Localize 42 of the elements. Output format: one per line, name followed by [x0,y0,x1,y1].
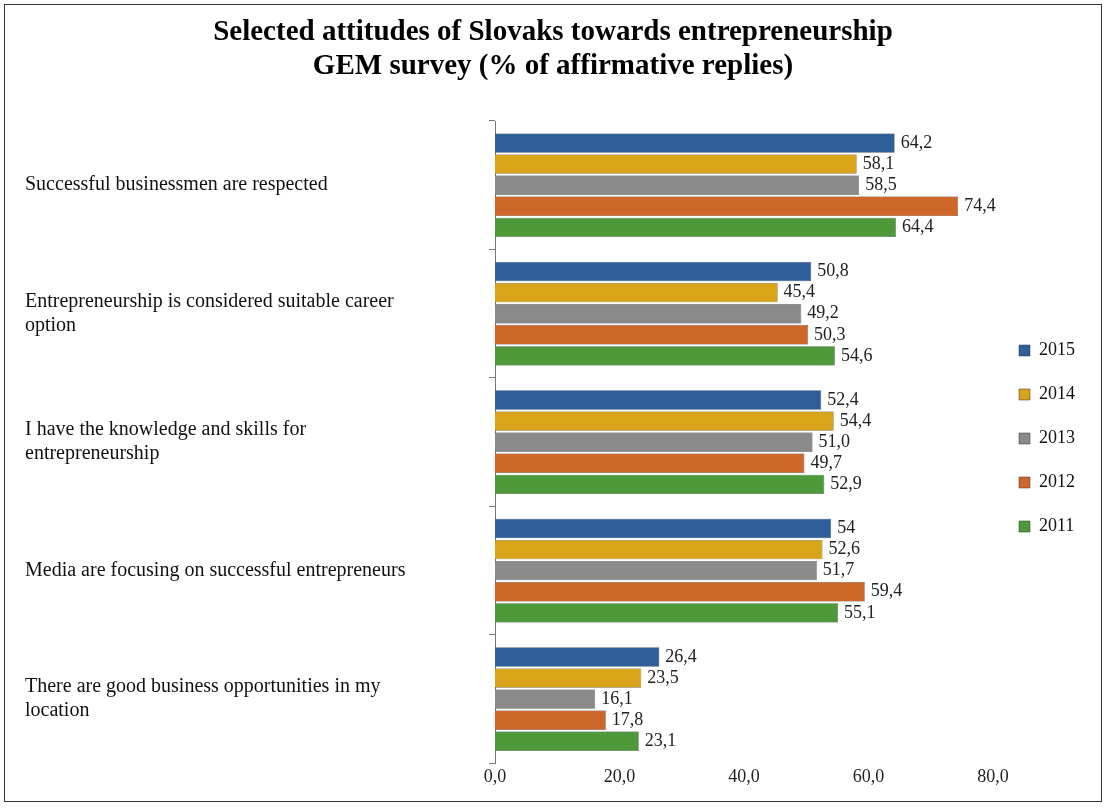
x-tick-label: 20,0 [603,765,636,786]
data-label: 51,7 [822,559,855,580]
data-label: 51,0 [818,430,850,451]
data-label: 52,4 [827,388,859,409]
legend-label: 2013 [1039,427,1075,448]
x-tick-label: 0,0 [483,765,507,786]
data-label: 59,4 [870,580,903,601]
data-label: 52,9 [830,473,862,494]
legend-label: 2015 [1039,339,1075,360]
legend-label: 2011 [1039,515,1075,536]
data-label: 55,1 [844,601,876,622]
data-label: 74,4 [964,195,996,216]
y-tick-label: There are good business opportunities in my location [25,674,381,721]
y-tick-label: Successful businessmen are respected [25,172,328,196]
data-label: 23,1 [644,730,677,751]
data-label: 64,2 [900,131,933,152]
x-tick-label: 60,0 [852,765,885,786]
data-label: 52,6 [828,538,860,559]
data-label: 50,8 [817,260,849,281]
chart-subtitle: GEM survey (% of affirmative replies) [311,47,795,81]
data-label: 58,1 [862,152,895,173]
y-tick-label: Entrepreneurship is considered suitable career option [25,288,395,336]
data-label: 26,4 [665,645,697,666]
x-tick-label: 80,0 [977,765,1009,786]
data-label: 23,5 [647,666,679,687]
data-label: 50,3 [814,323,846,344]
legend-label: 2014 [1039,383,1075,404]
data-label: 64,4 [901,216,934,237]
chart-title: Selected attitudes of Slovaks towards entrepreneurship [212,13,894,47]
data-label: 49,7 [810,452,842,473]
x-tick-label: 40,0 [728,765,760,786]
legend-label: 2012 [1039,471,1075,492]
data-label: 16,1 [601,687,633,708]
data-label: 45,4 [783,281,816,302]
data-label: 54,4 [839,409,872,430]
data-label: 49,2 [807,302,839,323]
data-label: 58,5 [865,173,897,194]
data-label: 54,6 [840,344,873,365]
data-label: 54 [837,517,856,538]
data-label: 17,8 [611,708,644,729]
y-tick-label: Media are focusing on successful entrepreneurs [25,557,406,581]
y-tick-label: I have the knowledge and skills for entrepreneurship [25,417,307,465]
